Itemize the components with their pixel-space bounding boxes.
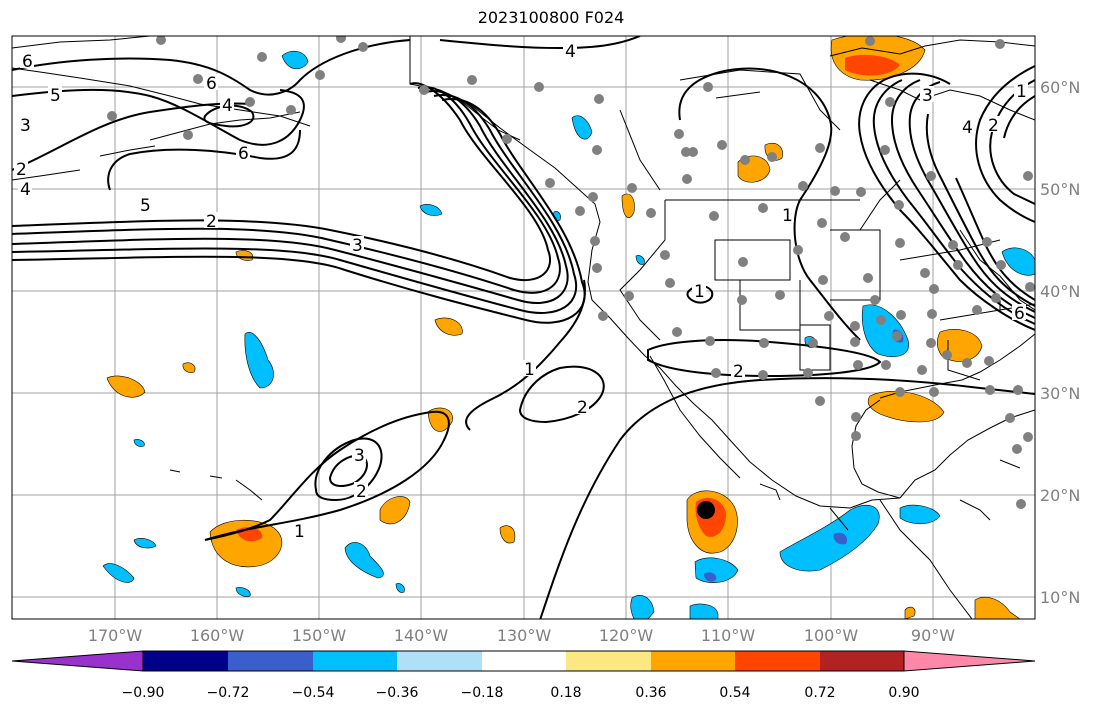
colorbar-tick: −0.18 (461, 685, 504, 701)
colorbar-segment (143, 651, 228, 671)
lon-label: 140°W (394, 626, 449, 645)
colorbar-segment (651, 651, 735, 671)
height-contours (12, 36, 1035, 619)
colorbar-tick: 0.90 (888, 685, 919, 701)
contour-label: 5 (50, 86, 61, 106)
contour-label: 4 (222, 96, 233, 116)
anomaly-fill (102, 36, 1035, 619)
contour-label: 6 (1014, 304, 1025, 324)
contour-label: 5 (140, 196, 151, 216)
contour-label: 4 (962, 118, 973, 138)
colorbar-tick: −0.54 (292, 685, 335, 701)
lat-label: 60°N (1040, 78, 1080, 97)
contour-label: 1 (524, 360, 535, 380)
colorbar-tick: −0.90 (122, 685, 165, 701)
latitude-labels: 60°N 50°N 40°N 30°N 20°N 10°N (1040, 78, 1080, 607)
lon-label: 100°W (804, 626, 859, 645)
colorbar-tick: 0.54 (719, 685, 750, 701)
lat-label: 20°N (1040, 486, 1080, 505)
contour-label: 2 (16, 160, 27, 180)
colorbar-tick: 0.72 (804, 685, 835, 701)
contour-label: 1 (1016, 82, 1027, 102)
contour-label: 2 (988, 116, 999, 136)
contour-label: 2 (356, 482, 367, 502)
contour-label: 4 (20, 180, 31, 200)
lat-label: 50°N (1040, 180, 1080, 199)
colorbar-segment (566, 651, 651, 671)
colorbar-low-extend (11, 650, 144, 672)
contour-label: 2 (206, 212, 217, 232)
contour-label: 3 (352, 236, 363, 256)
colorbar-segment (482, 651, 566, 671)
lat-label: 10°N (1040, 588, 1080, 607)
contour-label: 2 (733, 362, 744, 382)
colorbar-segment (397, 651, 482, 671)
colorbar-segment (735, 651, 820, 671)
coastlines (12, 36, 1035, 619)
lon-label: 170°W (88, 626, 143, 645)
contour-label-group: 6 5 3 2 4 6 4 6 5 2 3 4 1 1 1 2 2 3 2 1 … (14, 42, 1028, 542)
contour-label: 6 (238, 144, 249, 164)
colorbar-tick: 0.18 (550, 685, 581, 701)
lat-label: 40°N (1040, 282, 1080, 301)
contour-label: 3 (354, 446, 365, 466)
contour-label: 1 (294, 522, 305, 542)
graticule (12, 36, 1035, 619)
contour-label: 3 (20, 116, 31, 136)
contour-label: 1 (782, 206, 793, 226)
lon-label: 120°W (599, 626, 654, 645)
colorbar (11, 650, 1036, 672)
lon-label: 110°W (701, 626, 756, 645)
colorbar-high-extend (903, 650, 1036, 672)
contour-label: 4 (565, 42, 576, 62)
longitude-labels: 170°W 160°W 150°W 140°W 130°W 120°W 110°… (88, 626, 955, 645)
lon-label: 90°W (911, 626, 955, 645)
map-title: 2023100800 F024 (477, 8, 625, 27)
contour-label: 1 (694, 282, 705, 302)
colorbar-tick: −0.72 (207, 685, 250, 701)
contour-label: 3 (922, 86, 933, 106)
storm-center-marker (697, 501, 715, 519)
colorbar-tick: −0.36 (376, 685, 419, 701)
colorbar-segment (313, 651, 397, 671)
lon-label: 160°W (190, 626, 245, 645)
station-dots (107, 36, 1035, 509)
contour-label: 2 (577, 398, 588, 418)
contour-label: 6 (22, 52, 33, 72)
contour-label: 6 (206, 74, 217, 94)
colorbar-ticks: −0.90 −0.72 −0.54 −0.36 −0.18 0.18 0.36 … (122, 685, 920, 701)
colorbar-segment (228, 651, 313, 671)
colorbar-tick: 0.36 (635, 685, 666, 701)
lat-label: 30°N (1040, 384, 1080, 403)
lon-label: 130°W (497, 626, 552, 645)
map-frame (11, 35, 1036, 620)
colorbar-segment (820, 651, 904, 671)
lon-label: 150°W (292, 626, 347, 645)
